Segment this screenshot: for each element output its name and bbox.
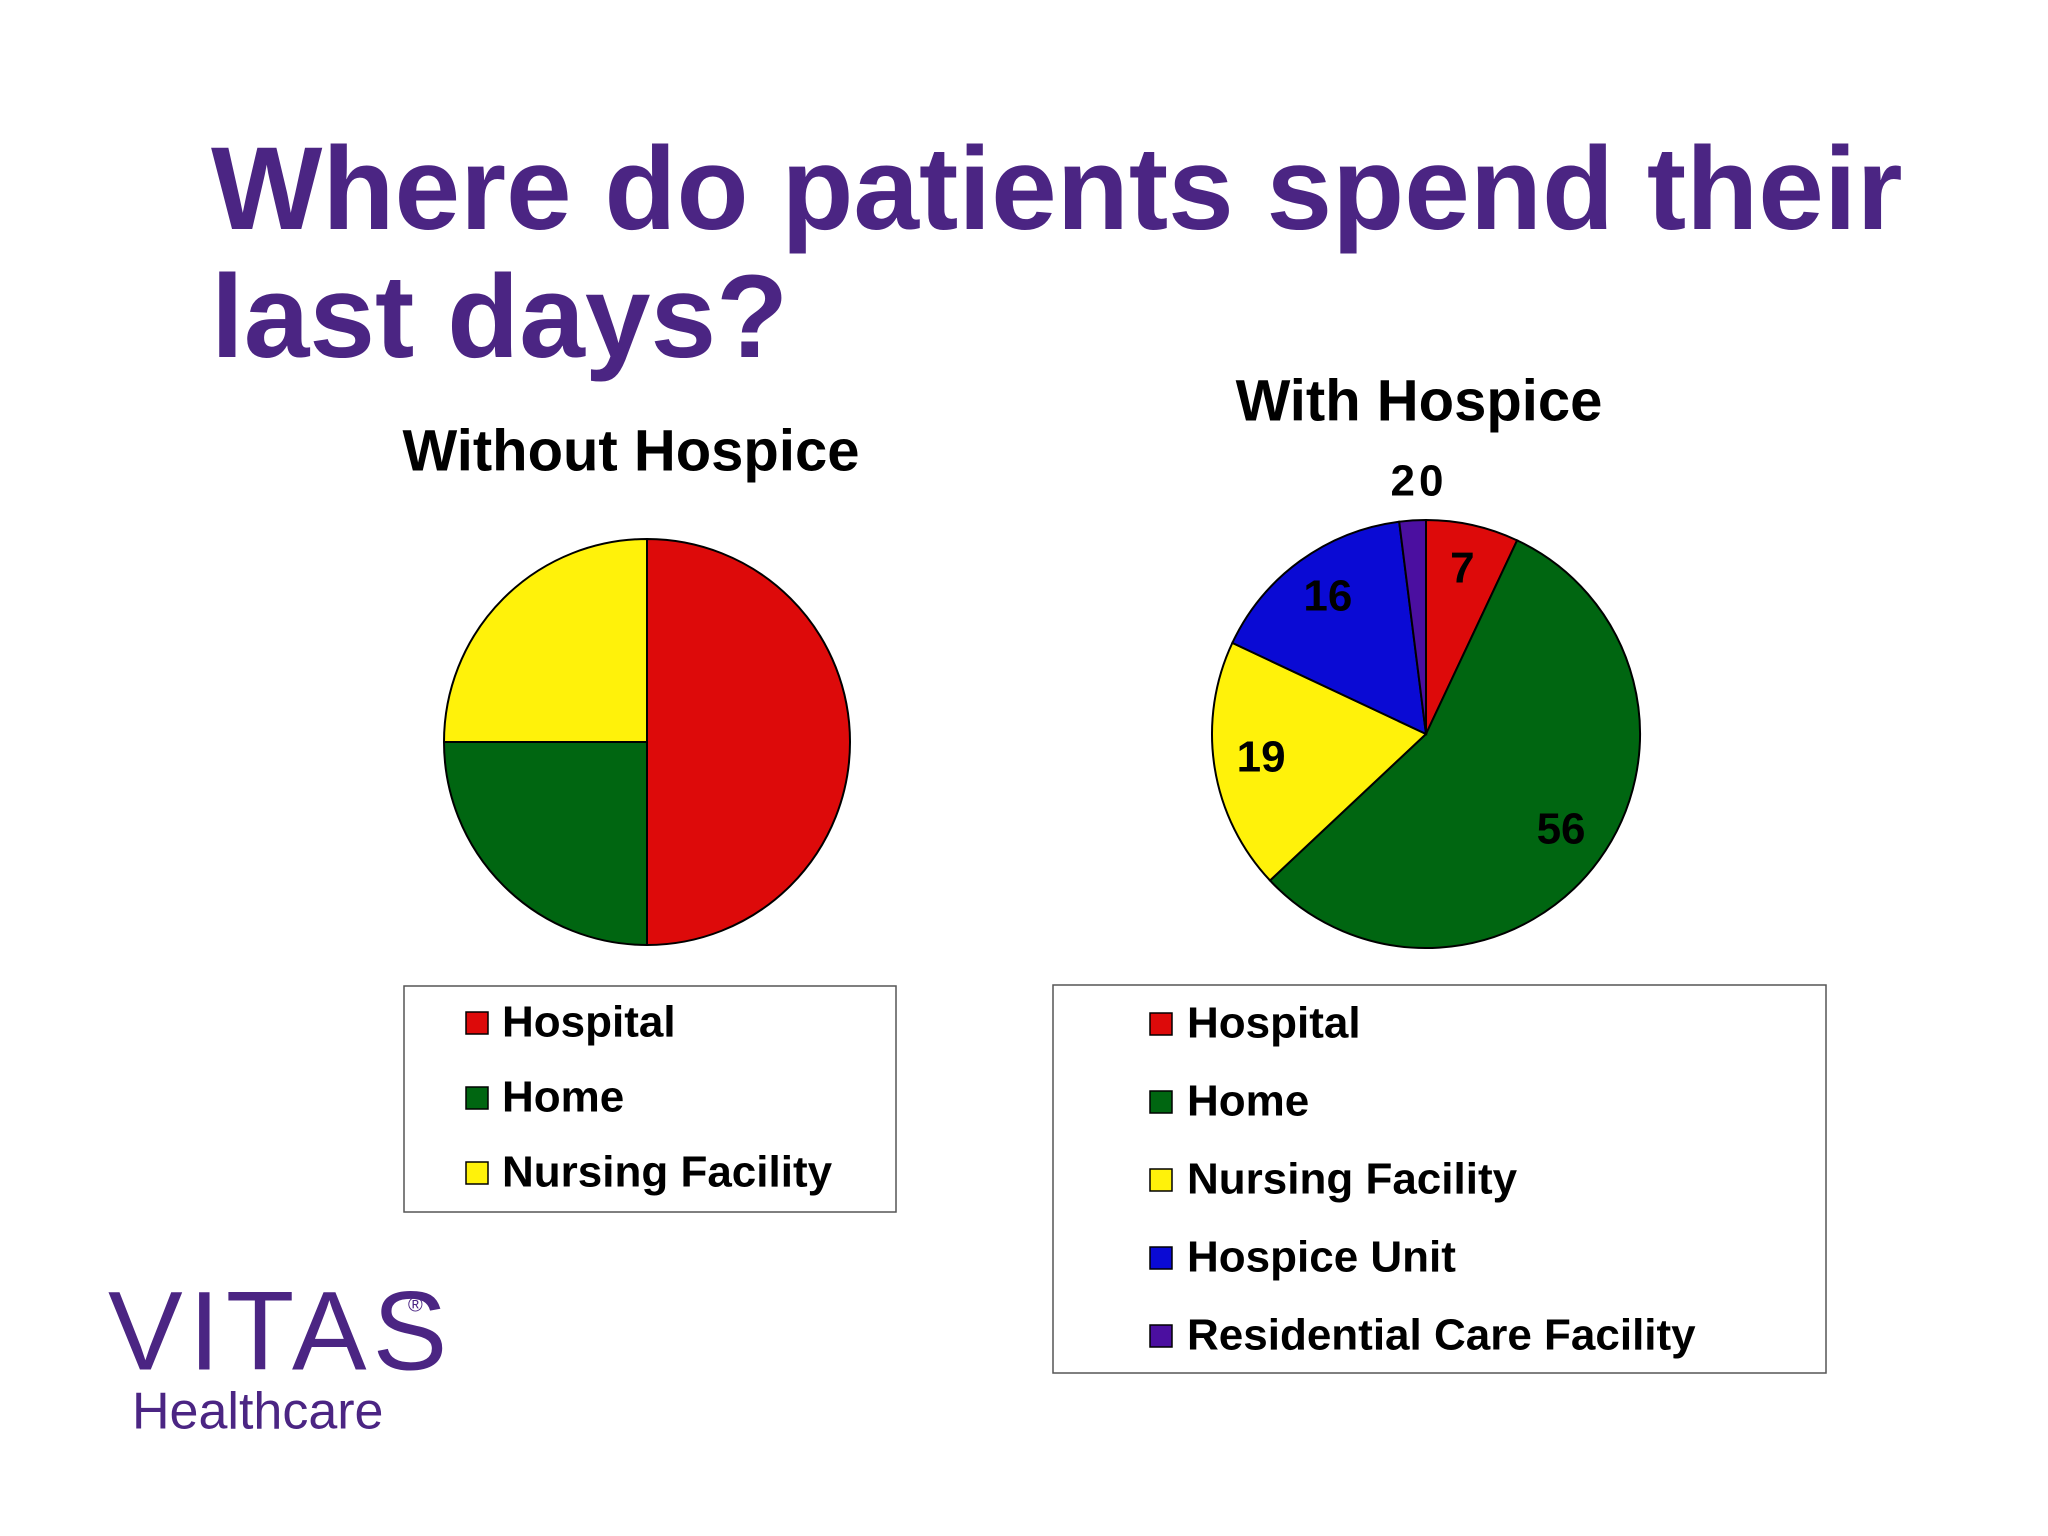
pie-slice xyxy=(646,537,851,947)
logo-mark: ® xyxy=(408,1294,423,1316)
annotation: 20 xyxy=(1391,457,1448,506)
legend-label: Hospital xyxy=(502,998,676,1047)
legend-swatch xyxy=(1149,1324,1173,1348)
data-label: 19 xyxy=(1237,733,1286,782)
legend-box xyxy=(1052,984,1827,1374)
legend-swatch xyxy=(1149,1246,1173,1270)
legend-label: Residential Care Facility xyxy=(1187,1311,1696,1360)
legend-label: Hospice Unit xyxy=(1187,1233,1456,1282)
pie-slice xyxy=(1231,520,1428,736)
pie-slice xyxy=(1268,539,1641,949)
legend-label: Nursing Facility xyxy=(502,1148,833,1197)
legend-swatch xyxy=(1149,1090,1173,1114)
pie-slice xyxy=(442,741,648,947)
pie-slice xyxy=(442,537,648,743)
legend-label: Home xyxy=(502,1073,624,1122)
chart-title: Without Hospice xyxy=(402,418,859,483)
data-label: 16 xyxy=(1303,572,1352,621)
pie-slice xyxy=(1211,641,1428,882)
slide-title: last days? xyxy=(211,251,788,383)
legend-swatch xyxy=(465,1011,489,1035)
legend-swatch xyxy=(1149,1168,1173,1192)
logo-name: VITAS xyxy=(108,1269,453,1394)
legend-swatch xyxy=(465,1161,489,1185)
chart-title: With Hospice xyxy=(1236,368,1603,433)
logo-subtitle: Healthcare xyxy=(132,1383,383,1441)
legend-label: Home xyxy=(1187,1077,1309,1126)
legend-swatch xyxy=(1149,1012,1173,1036)
data-label: 7 xyxy=(1450,544,1474,593)
legend-label: Nursing Facility xyxy=(1187,1155,1518,1204)
legend-label: Hospital xyxy=(1187,999,1361,1048)
data-label: 56 xyxy=(1537,805,1586,854)
pie-slice xyxy=(1398,518,1427,735)
slide-title: Where do patients spend their xyxy=(211,123,1903,255)
legend-swatch xyxy=(465,1086,489,1110)
